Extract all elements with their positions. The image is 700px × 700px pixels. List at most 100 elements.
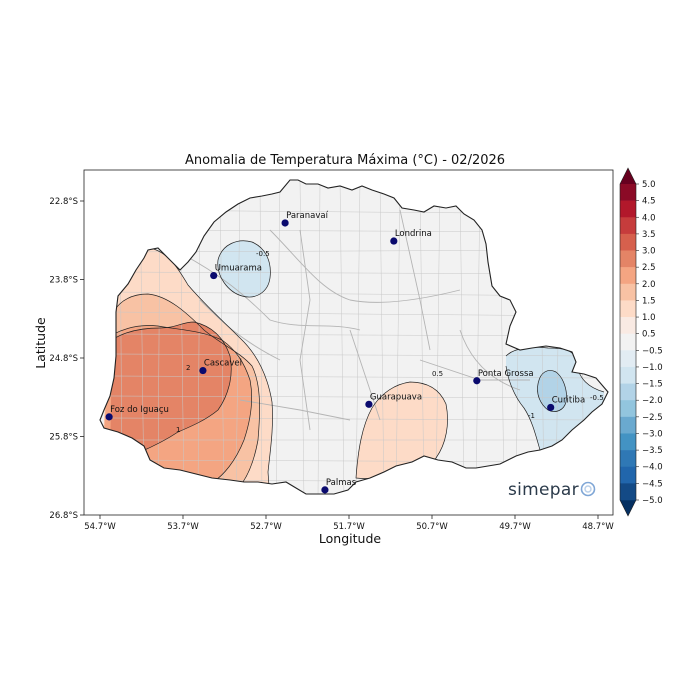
y-tick-label: 22.8°S xyxy=(49,197,78,207)
city-londrina: Londrina xyxy=(390,229,432,245)
city-label: Guarapuava xyxy=(370,392,422,402)
colorbar-label: −5.0 xyxy=(642,496,663,506)
colorbar-label: 2.0 xyxy=(642,280,656,290)
x-tick-label: 51.7°W xyxy=(333,522,365,532)
simepar-logo-text: simepar xyxy=(508,480,579,500)
anomaly-north-minus-0.5-to-minus-1.0 xyxy=(217,240,271,298)
city-label: Paranavaí xyxy=(286,211,328,221)
colorbar-band xyxy=(620,233,636,251)
colorbar-band xyxy=(620,217,636,235)
colorbar-band xyxy=(620,200,636,218)
colorbar-label: 5.0 xyxy=(642,180,656,190)
colorbar-label: −1.0 xyxy=(642,363,663,373)
simepar-logo: simepar xyxy=(508,480,597,500)
simepar-logo-icon xyxy=(579,480,597,497)
colorbar-label: −4.5 xyxy=(642,479,663,489)
colorbar-label: 1.0 xyxy=(642,313,656,323)
y-tick-label: 24.8°S xyxy=(49,354,78,364)
colorbar-label: −4.0 xyxy=(642,463,663,473)
city-ponta-grossa: Ponta Grossa xyxy=(473,369,534,385)
city-label: Umuarama xyxy=(215,264,262,274)
x-axis-label: Longitude xyxy=(319,531,381,546)
colorbar-label: 2.5 xyxy=(642,263,656,273)
x-tick-label: 52.7°W xyxy=(250,522,282,532)
colorbar-label: 3.0 xyxy=(642,247,656,257)
colorbar-band xyxy=(620,350,636,368)
colorbar-label: −1.5 xyxy=(642,380,663,390)
city-marker xyxy=(281,219,289,227)
colorbar-label: −3.0 xyxy=(642,429,663,439)
contour-label: -0.5 xyxy=(256,250,270,258)
colorbar-label: 3.5 xyxy=(642,230,656,240)
y-axis-label: Latitude xyxy=(33,317,48,369)
colorbar-band xyxy=(620,416,636,434)
colorbar-band xyxy=(620,450,636,468)
city-marker xyxy=(199,366,207,375)
anomaly-east-minus-1.0-to-minus-1.5 xyxy=(537,370,567,412)
city-curitiba: Curitiba xyxy=(547,395,585,412)
y-tick-label: 25.8°S xyxy=(49,433,78,443)
colorbar-label: 0.5 xyxy=(642,330,656,340)
x-tick-label: 50.7°W xyxy=(416,522,448,532)
city-marker xyxy=(365,400,373,408)
colorbar-band xyxy=(620,250,636,268)
colorbar-band xyxy=(620,383,636,401)
colorbar-label: −2.0 xyxy=(642,396,663,406)
city-label: Palmas xyxy=(326,478,357,488)
city-umuarama: Umuarama xyxy=(210,264,262,280)
contour-label: -1 xyxy=(528,412,535,420)
city-marker xyxy=(210,271,218,280)
map-title: Anomalia de Temperatura Máxima (°C) - 02… xyxy=(185,153,505,168)
colorbar-band xyxy=(620,400,636,418)
x-tick-label: 54.7°W xyxy=(84,522,116,532)
city-foz-do-igua-u: Foz do Iguaçu xyxy=(105,405,169,421)
y-tick-label: 26.8°S xyxy=(49,511,78,521)
colorbar-band xyxy=(620,483,636,501)
city-marker xyxy=(473,377,481,385)
city-guarapuava: Guarapuava xyxy=(365,392,422,408)
x-tick-label: 48.7°W xyxy=(582,522,614,532)
colorbar: 5.0 4.5 4.0 3.5 3.0 2.5 2.0 1.5 1.0 0.5 −0.5 −1.0 −1… xyxy=(619,167,663,517)
contour-label: 2 xyxy=(186,364,190,372)
colorbar-extend-min xyxy=(620,500,636,516)
colorbar-label: −3.5 xyxy=(642,446,663,456)
colorbar-band xyxy=(620,317,636,334)
city-paranava-: Paranavaí xyxy=(281,211,329,227)
colorbar-label: −0.5 xyxy=(642,346,663,356)
city-marker xyxy=(547,403,555,412)
colorbar-band xyxy=(620,300,636,318)
colorbar-band xyxy=(620,466,636,484)
contour-labels: 2 1 -0.5 0.5 -1 -0.5 xyxy=(176,250,604,434)
colorbar-extend-max xyxy=(620,168,636,184)
colorbar-band xyxy=(620,267,636,285)
parana-state-border xyxy=(99,179,609,495)
x-tick-label: 53.7°W xyxy=(167,522,199,532)
colorbar-band xyxy=(620,433,636,451)
city-marker xyxy=(390,237,398,245)
colorbar-label: 4.0 xyxy=(642,213,656,223)
city-cascavel: Cascavel xyxy=(199,359,242,375)
colorbar-label: 1.5 xyxy=(642,296,656,306)
city-marker xyxy=(105,413,113,421)
x-axis-ticks: 54.7°W 53.7°W 52.7°W 51.7°W 50.7°W 49.7°W 48.7… xyxy=(84,515,614,532)
colorbar-band xyxy=(620,283,636,301)
city-marker xyxy=(321,486,329,494)
colorbar-band xyxy=(620,184,636,201)
city-label: Londrina xyxy=(395,229,432,239)
anomaly-west-2.0-to-2.5 xyxy=(110,322,232,462)
colorbar-band xyxy=(620,366,636,384)
city-label: Foz do Iguaçu xyxy=(110,405,169,415)
city-markers: Paranavaí Londrina Umuarama Cascavel Ponta G… xyxy=(105,211,585,494)
city-palmas: Palmas xyxy=(321,478,357,494)
y-axis-ticks: 22.8°S 23.8°S 24.8°S 25.8°S 26.8°S xyxy=(49,197,84,521)
contour-label: 0.5 xyxy=(432,370,443,378)
colorbar-band xyxy=(620,333,636,351)
colorbar-label: 4.5 xyxy=(642,197,656,207)
x-tick-label: 49.7°W xyxy=(499,522,531,532)
contour-label: 1 xyxy=(176,426,180,434)
city-label: Curitiba xyxy=(552,395,585,405)
contour-label: -0.5 xyxy=(590,394,604,402)
anomaly-south-central-0.5-to-1.0 xyxy=(356,382,448,479)
city-label: Cascavel xyxy=(204,359,242,369)
